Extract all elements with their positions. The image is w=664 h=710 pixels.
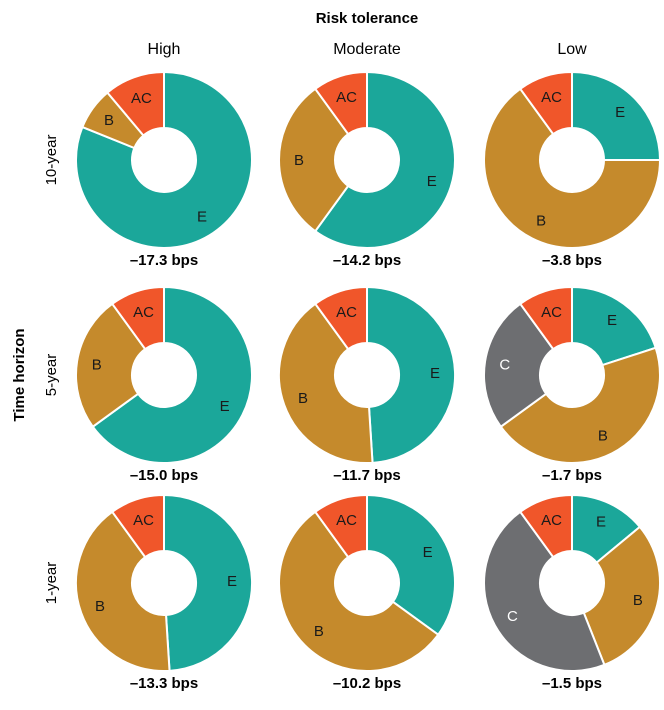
segment-label-ac: AC	[336, 89, 357, 106]
result-bps-label: –17.3 bps	[130, 252, 198, 269]
result-bps-label: –1.7 bps	[542, 467, 602, 484]
column-header-moderate: Moderate	[333, 41, 401, 58]
donut-segment-e	[571, 285, 657, 367]
segment-label-b: B	[95, 598, 105, 615]
segment-label-ac: AC	[541, 512, 562, 529]
result-bps-label: –14.2 bps	[333, 252, 401, 269]
donut-10-year-moderate: E B AC –14.2 bps	[278, 70, 456, 269]
donuts-layer: E B AC –17.3 bps E B AC –14.2 bps E B AC –3.8 bps E B…	[74, 70, 662, 692]
segment-label-b: B	[598, 428, 608, 445]
segment-label-ac: AC	[336, 512, 357, 529]
donut-segment-e	[313, 70, 456, 249]
segment-label-e: E	[227, 573, 237, 590]
segment-label-e: E	[197, 208, 207, 225]
segment-label-b: B	[294, 152, 304, 169]
donut-segment-e	[571, 70, 662, 161]
donut-5-year-low: E B C AC –1.7 bps	[483, 285, 661, 484]
donut-1-year-high: E B AC –13.3 bps	[74, 493, 254, 692]
donut-segment-c	[483, 510, 606, 672]
segment-label-b: B	[633, 592, 643, 609]
donut-segment-e	[366, 285, 457, 464]
donut-segment-b	[483, 87, 662, 249]
donut-segment-ac	[106, 70, 165, 137]
donut-segment-b	[499, 346, 661, 464]
column-header-low: Low	[557, 41, 587, 58]
segment-label-b: B	[314, 623, 324, 640]
result-bps-label: –1.5 bps	[542, 675, 602, 692]
donut-segment-ac	[518, 70, 573, 136]
result-bps-label: –3.8 bps	[542, 252, 602, 269]
segment-label-e: E	[596, 514, 606, 531]
donut-1-year-moderate: E B AC –10.2 bps	[278, 493, 456, 692]
donut-segment-b	[278, 510, 440, 672]
donut-segment-b	[278, 87, 350, 233]
segment-label-ac: AC	[541, 304, 562, 321]
segment-label-e: E	[220, 398, 230, 415]
row-header-10-year: 10-year	[43, 135, 60, 186]
donut-10-year-high: E B AC –17.3 bps	[75, 70, 253, 269]
segment-label-ac: AC	[133, 512, 154, 529]
segment-label-e: E	[427, 173, 437, 190]
donut-segment-b	[74, 510, 171, 672]
segment-label-b: B	[536, 213, 546, 230]
row-header-5-year: 5-year	[43, 354, 60, 397]
result-bps-label: –10.2 bps	[333, 675, 401, 692]
donut-segment-b	[582, 525, 661, 667]
donut-segment-e	[163, 493, 254, 672]
segment-label-e: E	[423, 544, 433, 561]
donut-1-year-low: E B C AC –1.5 bps	[483, 493, 661, 692]
donut-segment-e	[366, 493, 456, 637]
donut-segment-b	[75, 302, 147, 429]
result-bps-label: –13.3 bps	[130, 675, 198, 692]
donut-10-year-low: E B AC –3.8 bps	[483, 70, 662, 269]
segment-label-b: B	[104, 112, 114, 129]
segment-label-e: E	[607, 312, 617, 329]
segment-label-b: B	[298, 390, 308, 407]
donut-5-year-moderate: E B AC –11.7 bps	[277, 285, 457, 484]
chart-title: Risk tolerance	[316, 10, 419, 27]
donut-segment-ac	[110, 285, 165, 351]
donut-segment-c	[483, 302, 555, 429]
segment-label-c: C	[499, 356, 510, 373]
segment-label-e: E	[615, 104, 625, 121]
row-axis-label: Time horizon	[11, 328, 28, 421]
result-bps-label: –11.7 bps	[333, 467, 401, 484]
donut-segment-e	[75, 70, 253, 249]
donut-segment-b	[277, 302, 374, 464]
donut-segment-ac	[313, 493, 368, 559]
segment-label-b: B	[92, 356, 102, 373]
donut-segment-ac	[313, 285, 368, 351]
segment-label-ac: AC	[133, 304, 154, 321]
donut-segment-ac	[518, 285, 573, 351]
donut-5-year-high: E B AC –15.0 bps	[75, 285, 253, 484]
segment-label-ac: AC	[131, 90, 152, 107]
donut-segment-ac	[313, 70, 368, 136]
segment-label-c: C	[507, 608, 518, 625]
column-header-high: High	[148, 41, 181, 58]
segment-label-ac: AC	[541, 89, 562, 106]
segment-label-e: E	[430, 365, 440, 382]
donut-segment-ac	[518, 493, 573, 559]
result-bps-label: –15.0 bps	[130, 467, 198, 484]
donut-segment-e	[91, 285, 253, 464]
segment-label-ac: AC	[336, 304, 357, 321]
row-header-1-year: 1-year	[43, 562, 60, 605]
donut-segment-ac	[110, 493, 165, 559]
